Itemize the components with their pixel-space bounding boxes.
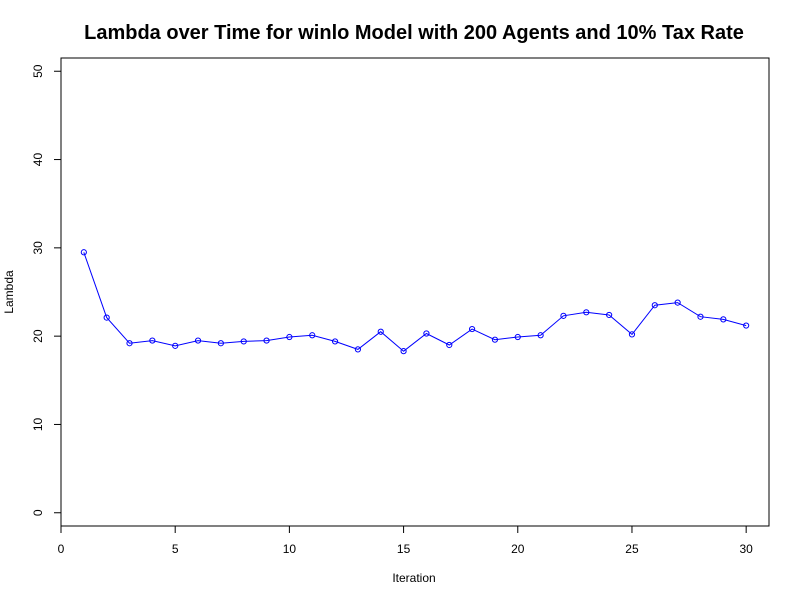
data-point bbox=[674, 299, 681, 306]
lambda-series-line bbox=[83, 252, 747, 352]
y-tick-label: 20 bbox=[31, 329, 45, 343]
data-point bbox=[309, 332, 316, 339]
data-point bbox=[80, 249, 87, 256]
data-point bbox=[172, 342, 179, 349]
data-point bbox=[400, 348, 407, 355]
data-point bbox=[149, 337, 156, 344]
x-tick-label: 20 bbox=[511, 542, 525, 556]
y-tick-label: 50 bbox=[31, 64, 45, 78]
data-point bbox=[240, 338, 247, 345]
data-point bbox=[263, 337, 270, 344]
data-point bbox=[628, 331, 636, 338]
data-point bbox=[583, 309, 590, 316]
x-axis-label: Iteration bbox=[392, 571, 435, 585]
plot-frame bbox=[60, 57, 770, 527]
x-tick-label: 10 bbox=[283, 542, 297, 556]
data-point bbox=[126, 340, 133, 347]
data-point bbox=[194, 337, 202, 344]
y-tick-label: 30 bbox=[31, 241, 45, 255]
data-point bbox=[377, 328, 384, 335]
data-point bbox=[491, 336, 499, 343]
data-point bbox=[743, 322, 750, 329]
x-tick-label: 15 bbox=[397, 542, 411, 556]
data-point bbox=[697, 313, 704, 320]
data-point bbox=[286, 333, 293, 341]
data-point bbox=[446, 341, 453, 349]
data-point bbox=[537, 332, 544, 339]
y-axis-label: Lambda bbox=[2, 270, 16, 314]
y-tick-label: 0 bbox=[31, 509, 45, 516]
y-tick-label: 40 bbox=[31, 153, 45, 167]
data-point bbox=[217, 340, 224, 347]
data-point bbox=[560, 312, 567, 319]
x-tick-label: 0 bbox=[58, 542, 65, 556]
data-point bbox=[651, 302, 658, 309]
plot-layer: 0 5 10 15 20 25 30 0 10 20 30 40 50 bbox=[31, 57, 770, 556]
x-tick-label: 5 bbox=[172, 542, 179, 556]
y-tick-label: 10 bbox=[31, 417, 45, 431]
data-point bbox=[468, 325, 476, 333]
data-point bbox=[331, 338, 339, 345]
data-point bbox=[606, 311, 613, 319]
x-tick-label: 25 bbox=[625, 542, 639, 556]
data-point bbox=[720, 316, 727, 323]
data-point bbox=[354, 346, 362, 353]
data-point bbox=[514, 333, 521, 341]
x-tick-label: 30 bbox=[739, 542, 753, 556]
data-point bbox=[103, 314, 110, 321]
data-point bbox=[423, 330, 430, 337]
chart-title: Lambda over Time for winlo Model with 20… bbox=[84, 22, 744, 44]
